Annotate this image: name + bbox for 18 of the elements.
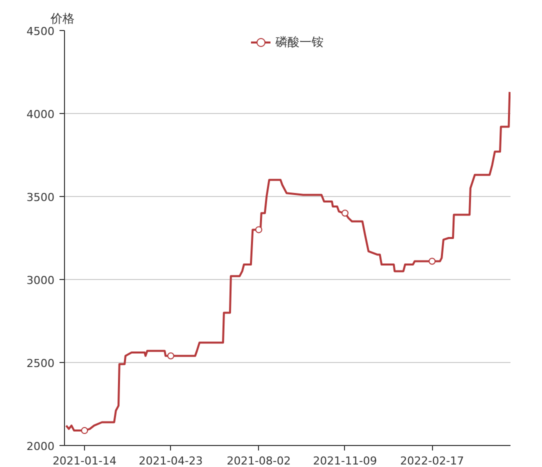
- y-tick-label: 4500: [26, 25, 55, 38]
- point: [255, 226, 262, 234]
- y-axis-title: 价格: [50, 12, 74, 26]
- legend-label: 磷酸一铵: [276, 34, 324, 50]
- point: [428, 258, 436, 265]
- x-tick-label: 2021-04-23: [138, 454, 203, 467]
- x-tick-label: 2021-01-14: [52, 454, 117, 467]
- y-tick-label: 2000: [26, 440, 55, 453]
- point: [167, 352, 174, 360]
- y-tick-label: 3500: [26, 191, 55, 204]
- y-tick-label: 2500: [26, 357, 55, 370]
- x-tick-label: 2021-08-02: [226, 454, 291, 467]
- x-tick-label: 2021-11-09: [313, 454, 377, 467]
- y-tick-label: 4000: [26, 108, 55, 121]
- point: [341, 210, 348, 217]
- x-tick-label: 2022-02-17: [400, 454, 464, 467]
- y-tick-label: 3000: [26, 274, 55, 287]
- point: [81, 427, 88, 434]
